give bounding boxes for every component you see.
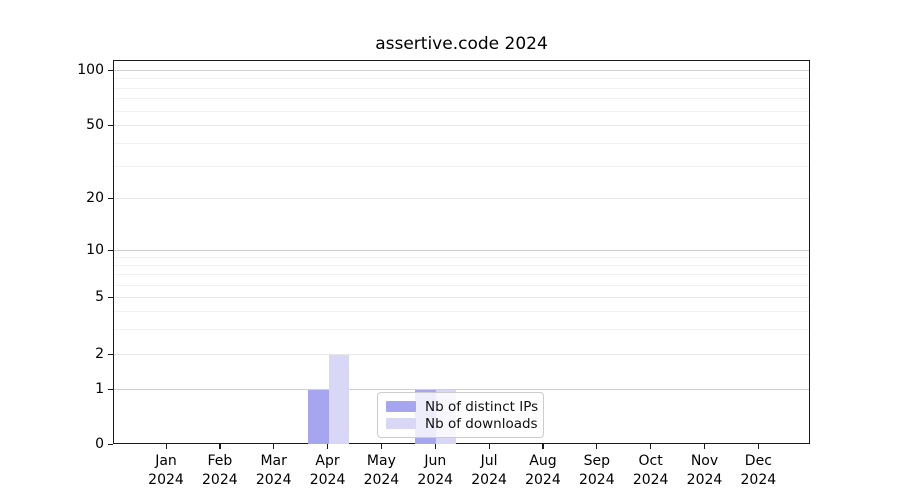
legend-label-downloads: Nb of downloads (425, 415, 538, 432)
chart-title: assertive.code 2024 (375, 34, 548, 54)
gridline-minor (114, 143, 809, 144)
legend: Nb of distinct IPs Nb of downloads (377, 392, 544, 438)
y-tick-label: 20 (86, 190, 104, 206)
x-tick-label: May 2024 (363, 453, 400, 488)
y-tick-label: 1 (95, 381, 104, 397)
x-tick-label: Feb 2024 (202, 453, 238, 488)
y-tick-mark (108, 296, 113, 298)
gridline-major (114, 389, 809, 390)
gridline-minor (114, 257, 809, 258)
y-tick-label: 5 (95, 289, 104, 305)
x-tick-mark (434, 444, 436, 449)
x-tick-label: Mar 2024 (255, 453, 292, 488)
gridline-major (114, 125, 809, 126)
y-tick-label: 100 (77, 62, 104, 78)
x-tick-mark (542, 444, 544, 449)
x-tick-label: Aug 2024 (525, 453, 561, 488)
gridline-minor (114, 274, 809, 275)
x-tick-label: Jan 2024 (148, 453, 184, 488)
x-tick-label: Jul 2024 (471, 453, 507, 488)
y-tick-label: 2 (95, 346, 104, 362)
y-tick-label: 0 (95, 436, 104, 452)
gridline-minor (114, 166, 809, 167)
x-tick-label: Oct 2024 (632, 453, 669, 488)
bar-downloads-apr (328, 355, 349, 444)
x-tick-label: Nov 2024 (686, 453, 723, 488)
x-tick-mark (704, 444, 706, 449)
legend-swatch-distinct-ips (386, 401, 416, 412)
gridline-minor (114, 111, 809, 112)
legend-entry-distinct-ips: Nb of distinct IPs (386, 398, 539, 415)
x-tick-label: Apr 2024 (309, 453, 346, 488)
gridline-major (114, 250, 809, 251)
gridline-minor (114, 88, 809, 89)
y-tick-mark (108, 388, 113, 390)
x-tick-mark (219, 444, 221, 449)
y-tick-label: 50 (86, 117, 104, 133)
gridline-minor (114, 329, 809, 330)
y-tick-mark (108, 443, 113, 445)
x-tick-mark (165, 444, 167, 449)
y-tick-mark (108, 124, 113, 126)
x-tick-mark (596, 444, 598, 449)
y-tick-label: 10 (86, 242, 104, 258)
gridline-major (114, 354, 809, 355)
x-tick-mark (380, 444, 383, 449)
gridline-minor (114, 78, 809, 79)
plot-area (113, 60, 810, 444)
gridline-major (114, 297, 809, 298)
gridline-major (114, 198, 809, 199)
gridline-minor (114, 265, 809, 266)
legend-label-distinct-ips: Nb of distinct IPs (425, 398, 539, 415)
gridline-major (114, 70, 809, 71)
bar-distinct-ips-apr (307, 390, 329, 444)
gridline-minor (114, 311, 809, 312)
legend-swatch-downloads (386, 418, 416, 429)
x-tick-mark (273, 444, 275, 449)
y-tick-mark (108, 249, 113, 251)
x-tick-label: Jun 2024 (417, 453, 454, 488)
x-tick-label: Sep 2024 (578, 453, 615, 488)
gridline-minor (114, 285, 809, 286)
legend-entry-downloads: Nb of downloads (386, 415, 538, 432)
y-tick-mark (108, 69, 113, 71)
x-tick-mark (488, 444, 490, 449)
y-tick-mark (108, 197, 113, 199)
x-tick-mark (757, 444, 760, 449)
x-tick-label: Dec 2024 (740, 453, 777, 488)
x-tick-mark (327, 444, 329, 449)
gridline-minor (114, 98, 809, 99)
y-tick-mark (108, 353, 113, 355)
x-tick-mark (650, 444, 652, 449)
